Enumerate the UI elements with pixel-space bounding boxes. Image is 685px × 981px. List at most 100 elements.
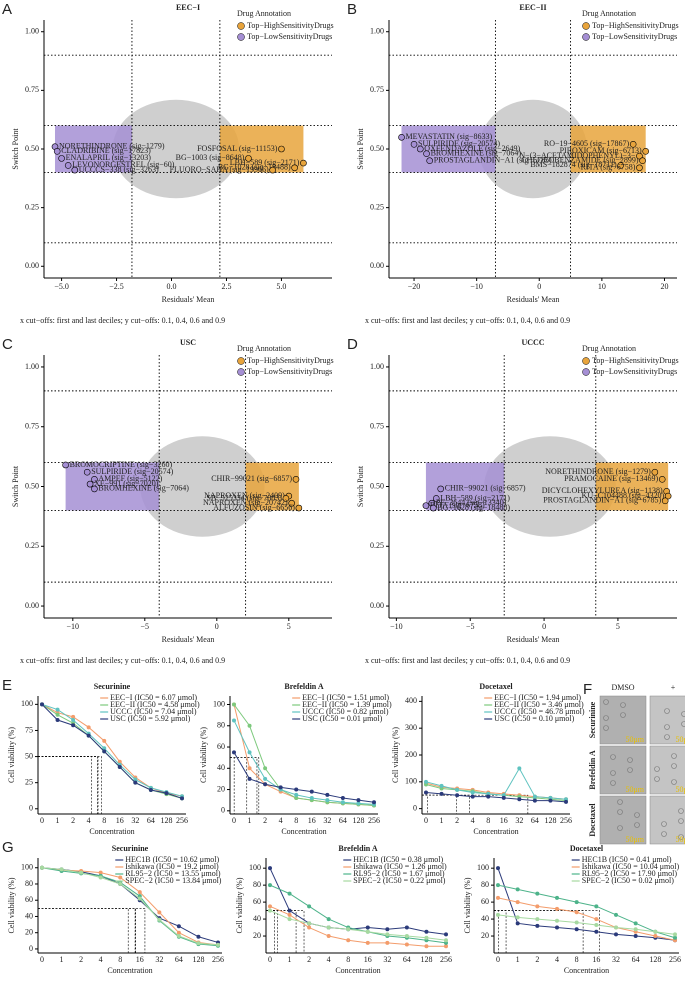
drug-label: PROSTAGLANDIN−A1 (sig−6785) bbox=[543, 496, 661, 505]
x-tick-label: 16 bbox=[136, 955, 144, 964]
drug-label: NAPROXEN (sig−20742) bbox=[203, 498, 288, 507]
drug-cluster bbox=[65, 462, 160, 511]
drug-label: BROMHEXINE (sig−7064) bbox=[98, 484, 189, 493]
legend-label: Top−LowSensitivityDrugs bbox=[247, 32, 332, 41]
ic50-guide bbox=[230, 757, 235, 814]
caption: x cut−offs: first and last deciles; y cu… bbox=[365, 656, 570, 665]
x-tick-label: 0 bbox=[537, 282, 541, 291]
response-point bbox=[555, 906, 559, 911]
ic50-guide bbox=[230, 757, 260, 814]
ic50-guide bbox=[38, 756, 99, 814]
response-point bbox=[439, 791, 444, 796]
response-point bbox=[515, 900, 520, 905]
y-axis-label: Cell viability (%) bbox=[463, 877, 472, 933]
drug-label: BG−1028 (sig−18488) bbox=[437, 503, 510, 512]
scale-bar-label: 50μm bbox=[675, 785, 685, 794]
response-point bbox=[133, 777, 138, 782]
cell bbox=[634, 812, 640, 818]
legend-swatch bbox=[237, 368, 245, 376]
x-tick-label: 4 bbox=[471, 816, 475, 825]
response-point bbox=[102, 749, 107, 754]
legend-title: Drug Annotation bbox=[237, 344, 291, 353]
x-tick-label: 32 bbox=[155, 955, 163, 964]
drug-point bbox=[639, 157, 646, 165]
chart-title: Brefeldin A bbox=[338, 844, 377, 853]
y-tick-label: 80 bbox=[253, 880, 261, 889]
ic50-guide bbox=[38, 908, 136, 953]
response-point bbox=[102, 738, 107, 743]
drug-point bbox=[664, 492, 672, 500]
response-point bbox=[385, 940, 390, 945]
legend-title: Drug Annotation bbox=[582, 9, 636, 18]
x-tick-label: 0.0 bbox=[167, 282, 177, 291]
response-point bbox=[98, 870, 103, 875]
legend-label: SPEC−2 (IC50 = 0.02 μmol) bbox=[582, 876, 675, 885]
response-point bbox=[470, 794, 475, 799]
legend-label: EEC−I (IC50 = 1.94 μmol) bbox=[494, 693, 581, 702]
cell bbox=[678, 818, 684, 824]
ic50-guide bbox=[494, 910, 600, 953]
x-tick-label: 256 bbox=[176, 816, 188, 825]
legend-label: SPEC−2 (IC50 = 0.22 μmol) bbox=[353, 876, 446, 885]
y-tick-label: 80 bbox=[481, 880, 489, 889]
drug-label: LBH−589 (sig−2171) bbox=[230, 158, 300, 167]
x-axis-label: Concentration bbox=[473, 827, 518, 836]
cell bbox=[627, 767, 633, 773]
x-tick-label: 2 bbox=[535, 955, 539, 964]
x-tick-label: 128 bbox=[352, 816, 364, 825]
x-axis-label: Residuals' Mean bbox=[507, 635, 560, 644]
response-point bbox=[365, 925, 370, 930]
cell bbox=[661, 821, 667, 827]
response-point bbox=[535, 891, 540, 896]
drug-point bbox=[282, 495, 290, 502]
x-tick-label: 2 bbox=[79, 955, 83, 964]
y-tick-label: 300 bbox=[405, 723, 417, 732]
drug-label: CHIR−99021 (sig−6857) bbox=[445, 484, 526, 493]
drug-point bbox=[288, 499, 295, 507]
drug-point bbox=[71, 166, 79, 174]
response-point bbox=[326, 934, 331, 939]
response-point bbox=[216, 942, 220, 947]
legend-label: EEC−II (IC50 = 3.46 μmol) bbox=[494, 700, 584, 709]
response-point bbox=[164, 791, 169, 796]
drug-label: RITA (sig−6758) bbox=[581, 163, 636, 172]
micrograph bbox=[649, 795, 685, 845]
x-tick-label: 1 bbox=[288, 955, 292, 964]
response-point bbox=[594, 917, 599, 922]
x-tick-label: 0 bbox=[542, 622, 546, 631]
drug-label: PIROXICAM (sig−6713) bbox=[560, 146, 642, 155]
ic50-guide bbox=[38, 908, 136, 953]
response-point bbox=[98, 875, 103, 880]
cell bbox=[620, 702, 626, 708]
y-tick-label: 1.00 bbox=[25, 362, 39, 371]
x-tick-label: 1 bbox=[248, 816, 252, 825]
legend-swatch bbox=[582, 368, 590, 376]
x-tick-label: 5 bbox=[616, 622, 620, 631]
cell bbox=[671, 763, 677, 769]
x-tick-label: −5 bbox=[141, 622, 150, 631]
x-tick-label: −5 bbox=[466, 622, 475, 631]
drug-label: SB−525334 (sig−7003) bbox=[206, 493, 282, 502]
chart-title: USC bbox=[180, 338, 196, 347]
drug-label: RO−19−4605 (sig−17867) bbox=[544, 139, 630, 148]
chart-title: EEC−II bbox=[519, 3, 546, 12]
response-point bbox=[439, 783, 444, 788]
response-point bbox=[118, 881, 123, 886]
drug-point bbox=[269, 166, 276, 174]
y-tick-label: 0.50 bbox=[25, 144, 39, 153]
x-tick-label: −2.5 bbox=[109, 282, 124, 291]
response-point bbox=[102, 746, 107, 751]
response-point bbox=[517, 797, 522, 802]
ic50-guide bbox=[266, 910, 278, 953]
drug-label: CLADRIBINE (sig−17823) bbox=[61, 146, 151, 155]
response-point bbox=[564, 799, 568, 804]
x-tick-label: 256 bbox=[669, 955, 681, 964]
drug-label: DICYCLOHEXYLUREA (sig−1138) bbox=[542, 486, 663, 495]
micrograph bbox=[649, 695, 685, 745]
row-label: Brefeldin A bbox=[588, 750, 597, 789]
cell bbox=[664, 708, 670, 714]
drug-label: OXFENDAZOLE (sig−2649) bbox=[424, 144, 520, 153]
legend-label: UCCC (IC50 = 46.78 μmol) bbox=[494, 707, 585, 716]
response-point bbox=[287, 917, 292, 922]
